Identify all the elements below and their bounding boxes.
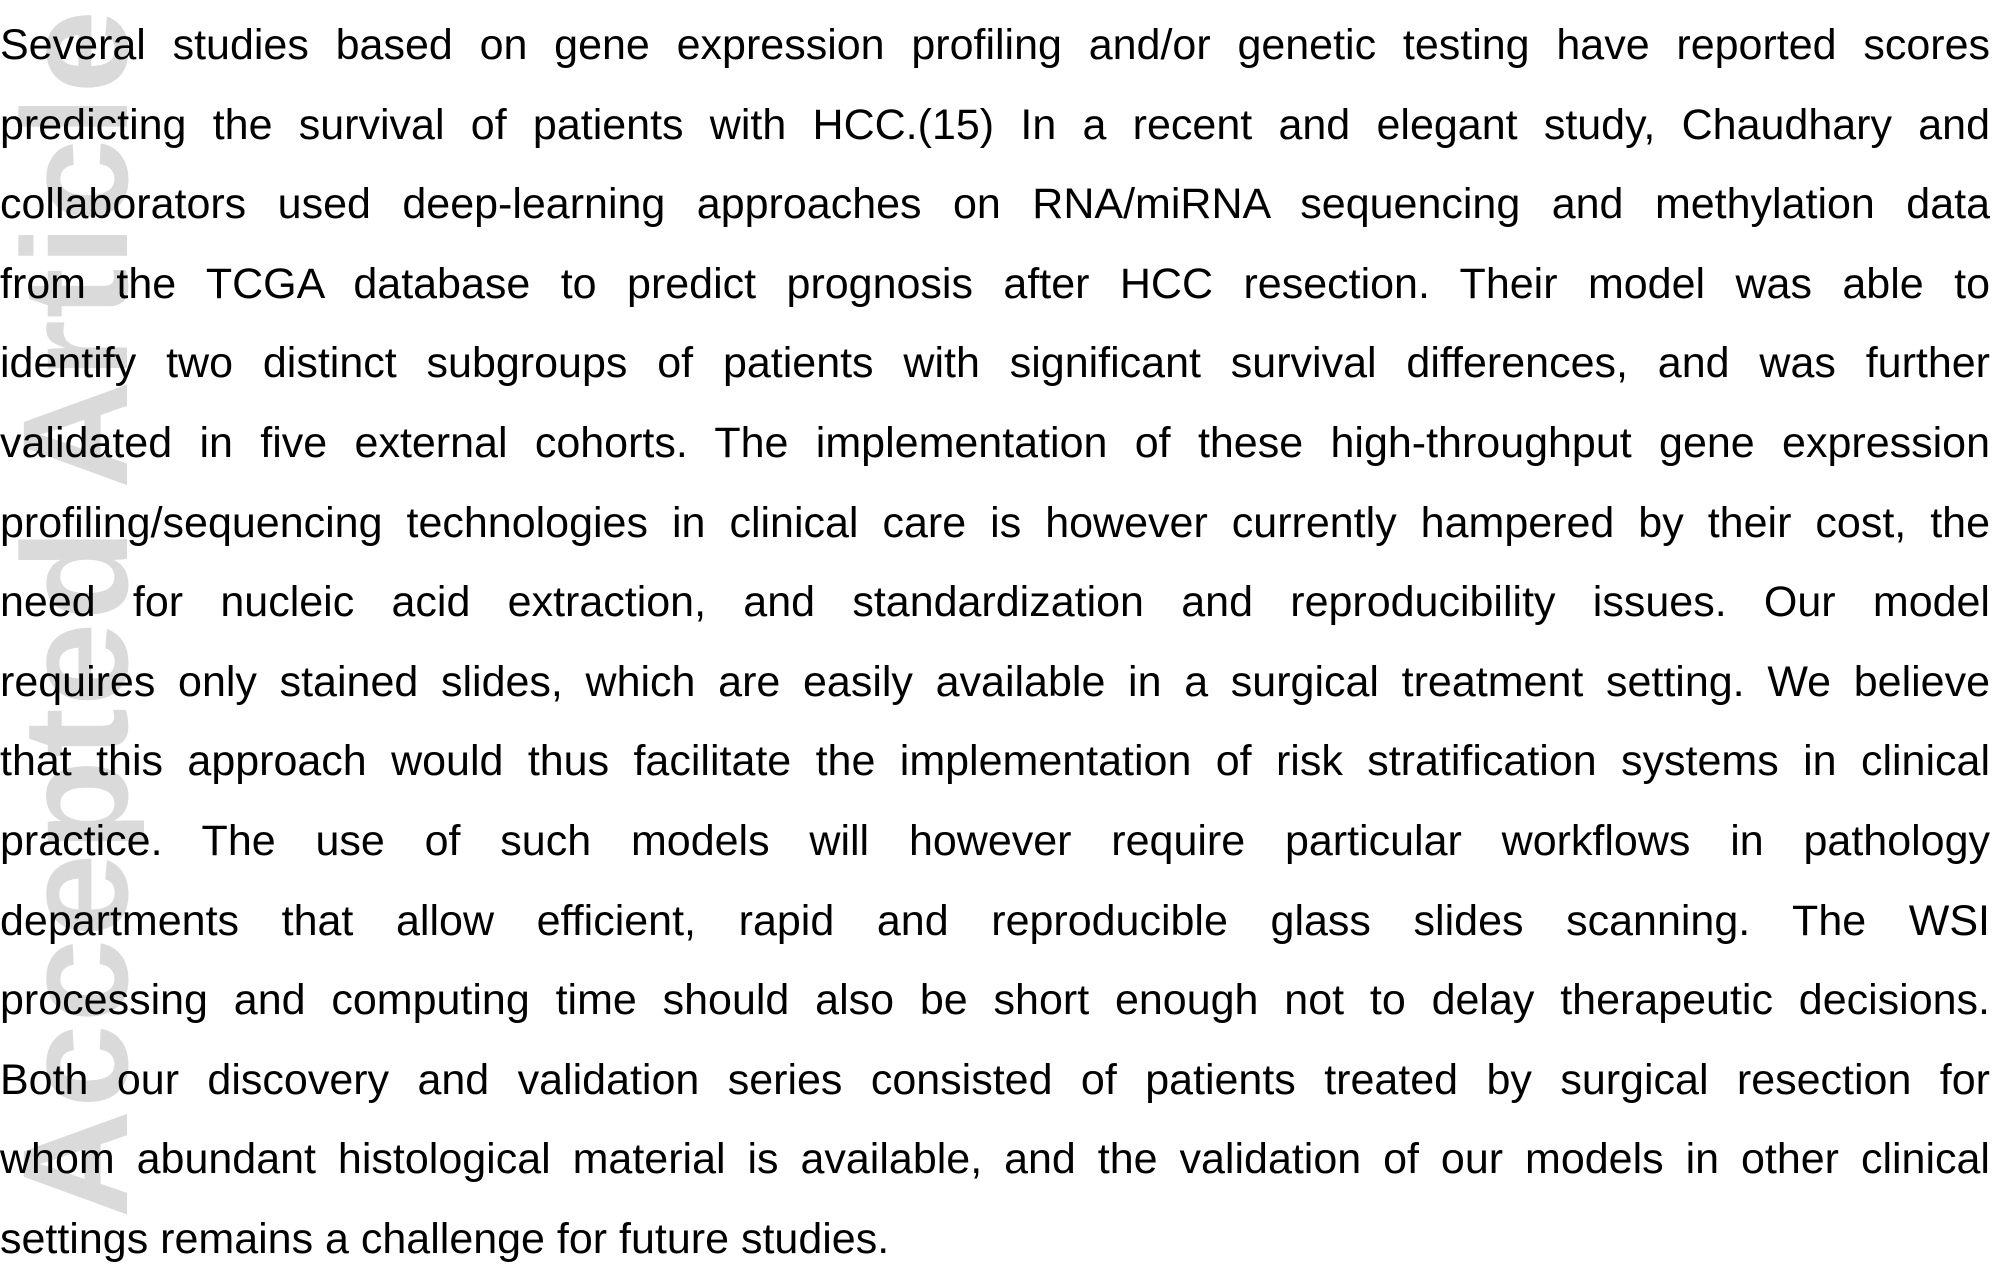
paragraph-line: validated in five external cohorts. The … (0, 418, 1990, 467)
paragraph-line: collaborators used deep-learning approac… (0, 180, 1990, 229)
paragraph-line: processing and computing time should als… (0, 976, 1990, 1025)
body-paragraph: Several studies based on gene expression… (0, 6, 1990, 1280)
paragraph-line: identify two distinct subgroups of patie… (0, 339, 1990, 388)
paragraph-line: requires only stained slides, which are … (0, 657, 1990, 706)
paragraph-line: predicting the survival of patients with… (0, 100, 1990, 149)
paragraph-line: departments that allow efficient, rapid … (0, 896, 1990, 945)
paragraph-line: profiling/sequencing technologies in cli… (0, 498, 1990, 547)
paragraph-line: settings remains a challenge for future … (0, 1214, 890, 1263)
paragraph-line: that this approach would thus facilitate… (0, 737, 1990, 786)
paragraph-line: practice. The use of such models will ho… (0, 816, 1990, 865)
paragraph-line: whom abundant histological material is a… (0, 1135, 1990, 1184)
paragraph-line: Several studies based on gene expression… (0, 21, 1990, 69)
paragraph-line: need for nucleic acid extraction, and st… (0, 578, 1990, 627)
paragraph-line: Both our discovery and validation series… (0, 1055, 1990, 1104)
paragraph-line: from the TCGA database to predict progno… (0, 259, 1990, 308)
